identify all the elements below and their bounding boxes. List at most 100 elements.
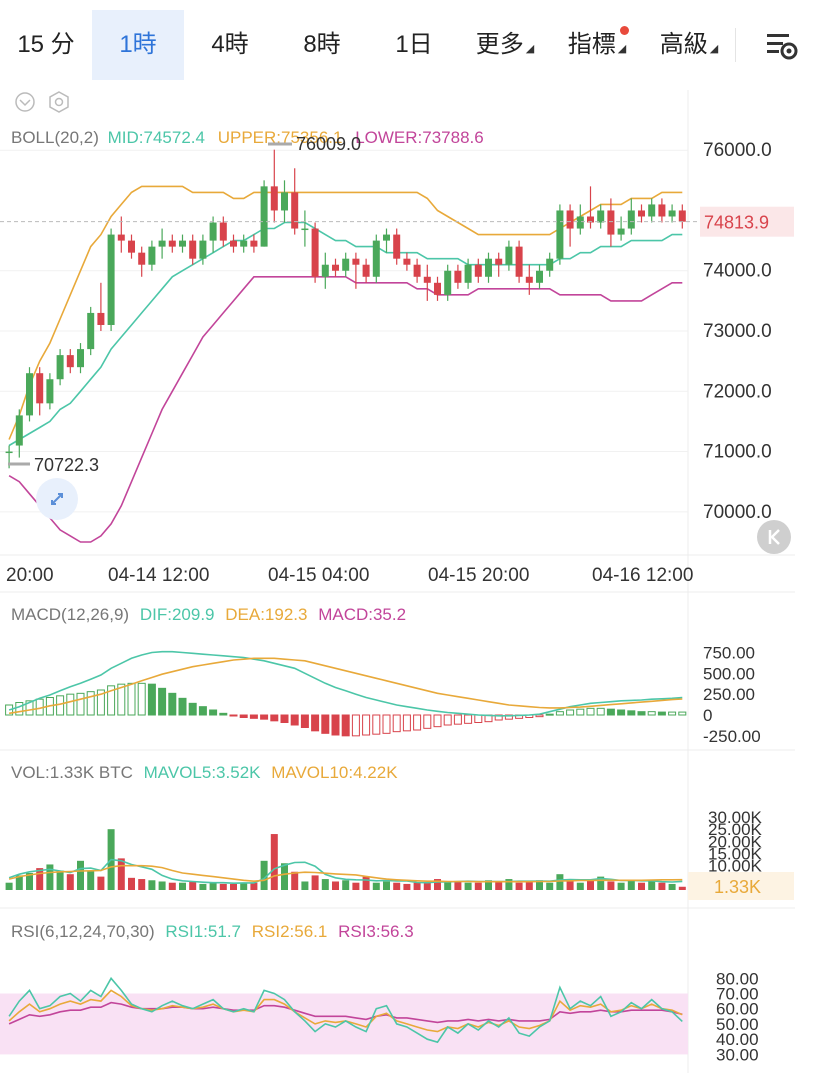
- volume-bar: [311, 875, 319, 890]
- macd-histogram-bar: [617, 709, 626, 716]
- tab-label: 4時: [211, 31, 249, 58]
- axis-tick-label: 71000.0: [703, 442, 772, 463]
- tab-8h[interactable]: 8時: [276, 10, 368, 80]
- volume-bar: [158, 881, 166, 890]
- macd-histogram-bar: [382, 714, 391, 734]
- tab-1h[interactable]: 1時: [92, 10, 184, 80]
- tab-1d[interactable]: 1日: [368, 10, 460, 80]
- volume-bar: [332, 881, 339, 890]
- dropdown-triangle-icon: ◢: [617, 43, 627, 55]
- volume-bar: [495, 881, 503, 890]
- macd-legend-name: MACD(12,26,9): [11, 605, 129, 624]
- volume-bar: [658, 882, 666, 890]
- time-tick-label: 04-14 12:00: [108, 565, 209, 586]
- axis-tick-label: 72000.0: [703, 381, 772, 402]
- macd-legend-macd: MACD:35.2: [318, 605, 406, 624]
- volume-bar: [168, 882, 176, 890]
- volume-bar: [485, 880, 492, 890]
- candle-body: [219, 222, 227, 241]
- tab-more[interactable]: 更多 ◢: [460, 10, 550, 80]
- volume-bar: [444, 881, 452, 890]
- candle-body: [107, 234, 115, 325]
- candle-body: [546, 258, 554, 271]
- settings-icon[interactable]: [49, 91, 69, 113]
- time-tick-label: 04-15 04:00: [268, 565, 369, 586]
- macd-histogram-bar: [56, 695, 65, 716]
- tab-15m[interactable]: 15 分: [0, 10, 92, 80]
- low-price-label: 70722.3: [34, 455, 99, 475]
- candle-body: [444, 270, 452, 295]
- macd-histogram-bar: [535, 714, 544, 718]
- candle-body: [260, 186, 268, 247]
- macd-histogram-bar: [137, 682, 146, 716]
- volume-bar: [566, 879, 574, 890]
- candle-body: [270, 186, 278, 211]
- expand-chart-icon[interactable]: [36, 478, 78, 520]
- tab-indicators[interactable]: 指標 ◢: [552, 10, 642, 80]
- tab-advanced[interactable]: 高級 ◢: [644, 10, 734, 80]
- svg-text:RSI(6,12,24,70,30) RSI1:51: RSI(6,12,24,70,30) RSI1:51.7 RSI2:56.1 R…: [11, 922, 414, 941]
- axis-tick-label: 750.00: [703, 644, 755, 663]
- macd-histogram-bar: [637, 711, 646, 716]
- volume-bar: [515, 882, 523, 890]
- volume-bar: [301, 881, 309, 890]
- volume-bar: [230, 883, 237, 890]
- candle-body: [352, 258, 360, 265]
- candle-body: [505, 246, 513, 265]
- chart-settings-icon[interactable]: [764, 30, 800, 62]
- macd-histogram-bar: [657, 711, 666, 716]
- vol-legend-mavol10: MAVOL10:4.22K: [271, 763, 398, 782]
- volume-bar: [474, 882, 482, 890]
- tab-label: 高級: [659, 31, 708, 58]
- candle-body: [536, 270, 543, 283]
- axis-tick-label: 73000.0: [703, 321, 772, 342]
- candle-body: [158, 240, 166, 247]
- axis-tick-label: 40.00: [716, 1030, 759, 1049]
- volume-bar: [505, 879, 513, 890]
- macd-histogram-bar: [290, 714, 299, 726]
- macd-histogram-bar: [413, 714, 422, 731]
- macd-histogram-bar: [168, 692, 177, 716]
- tab-label: 指標: [567, 31, 616, 58]
- candle-body: [434, 282, 441, 295]
- axis-tick-label: 30.00K: [708, 808, 763, 827]
- rsi-series: [8, 976, 683, 1044]
- axis-tick-label: 0: [703, 706, 712, 725]
- rsi-legend-rsi2: RSI2:56.1: [252, 922, 328, 941]
- high-price-label: 76009.0: [296, 134, 361, 154]
- axis-tick-label: -250.00: [703, 727, 761, 746]
- macd-histogram-bar: [127, 682, 136, 716]
- candle-body: [97, 312, 105, 325]
- candle-body: [372, 240, 380, 277]
- volume-bar: [138, 879, 146, 890]
- time-tick-label: 04-16 12:00: [592, 565, 693, 586]
- candle-body: [403, 258, 411, 265]
- volume-bar: [352, 882, 360, 890]
- volume-bar: [46, 864, 54, 890]
- volume-bar: [342, 880, 350, 890]
- candle-body: [138, 252, 146, 265]
- volume-bar: [281, 863, 288, 890]
- rsi-legend-rsi3: RSI3:56.3: [338, 922, 414, 941]
- macd-histogram-bar: [402, 714, 411, 732]
- candle-body: [199, 240, 207, 259]
- collapse-icon[interactable]: [15, 92, 35, 112]
- volume-bar: [597, 876, 605, 890]
- scroll-to-latest-icon[interactable]: [757, 520, 791, 554]
- candle-body: [454, 270, 462, 283]
- tab-4h[interactable]: 4時: [184, 10, 276, 80]
- volume-bar: [587, 880, 594, 890]
- macd-histogram-bar: [239, 714, 248, 718]
- macd-histogram-bar: [331, 714, 340, 736]
- candle-body: [311, 228, 319, 277]
- volume-bar: [454, 881, 462, 890]
- axis-tick-label: 250.00: [703, 685, 755, 704]
- macd-histogram-bar: [260, 714, 269, 720]
- macd-histogram-bar: [566, 709, 575, 716]
- macd-histogram-bar: [443, 714, 452, 726]
- time-axis-labels: 20:00 04-14 12:00 04-15 04:00 04-15 20:00 04…: [6, 565, 693, 586]
- candle-body: [393, 234, 401, 259]
- macd-histogram-bar: [311, 714, 320, 732]
